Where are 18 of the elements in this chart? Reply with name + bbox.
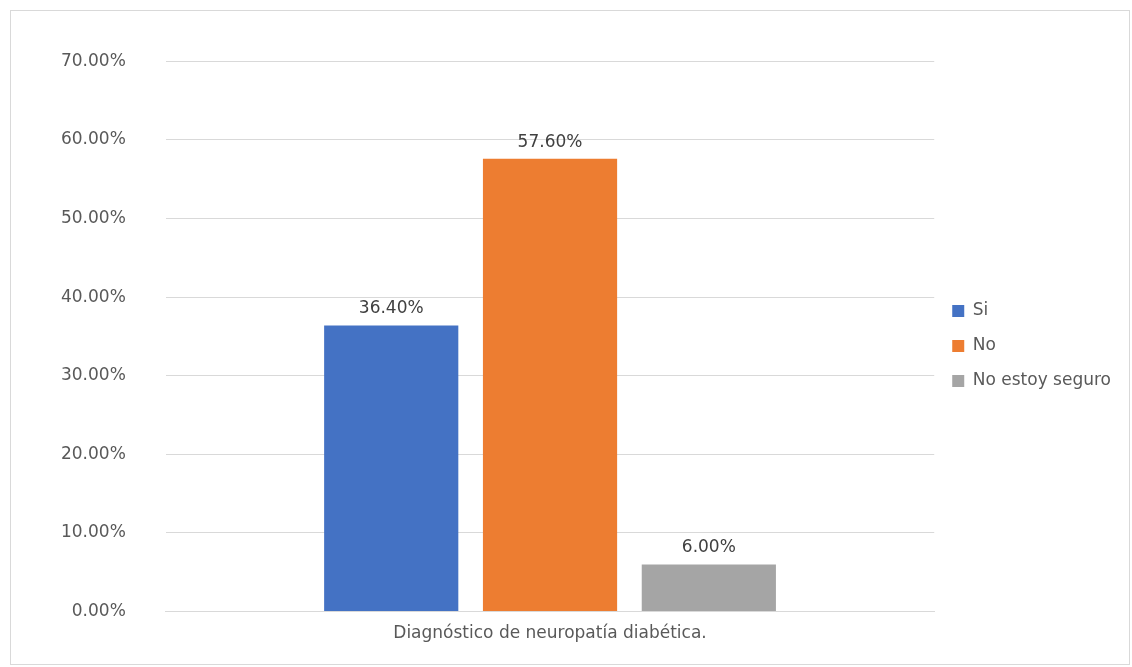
x-tick-label: Diagnóstico de neuropatía diabética. [393, 622, 707, 643]
y-tick-label: 50.00% [60, 206, 126, 227]
y-tick-label: 10.00% [60, 521, 126, 542]
legend-label: No [972, 334, 996, 355]
data-label: 36.40% [358, 297, 424, 318]
bar [324, 325, 459, 612]
y-tick-label: 0.00% [71, 600, 126, 621]
legend-label: No estoy seguro [972, 369, 1112, 390]
bar [641, 564, 776, 612]
y-tick-label: 20.00% [60, 442, 126, 463]
data-label: 6.00% [681, 536, 736, 557]
y-tick-label: 40.00% [60, 285, 126, 306]
y-tick-label: 60.00% [60, 128, 126, 149]
y-tick-label: 70.00% [60, 49, 126, 70]
legend-label: Si [972, 299, 989, 320]
y-tick-label: 30.00% [60, 364, 126, 385]
bar [482, 158, 618, 612]
data-label: 57.60% [517, 130, 583, 151]
